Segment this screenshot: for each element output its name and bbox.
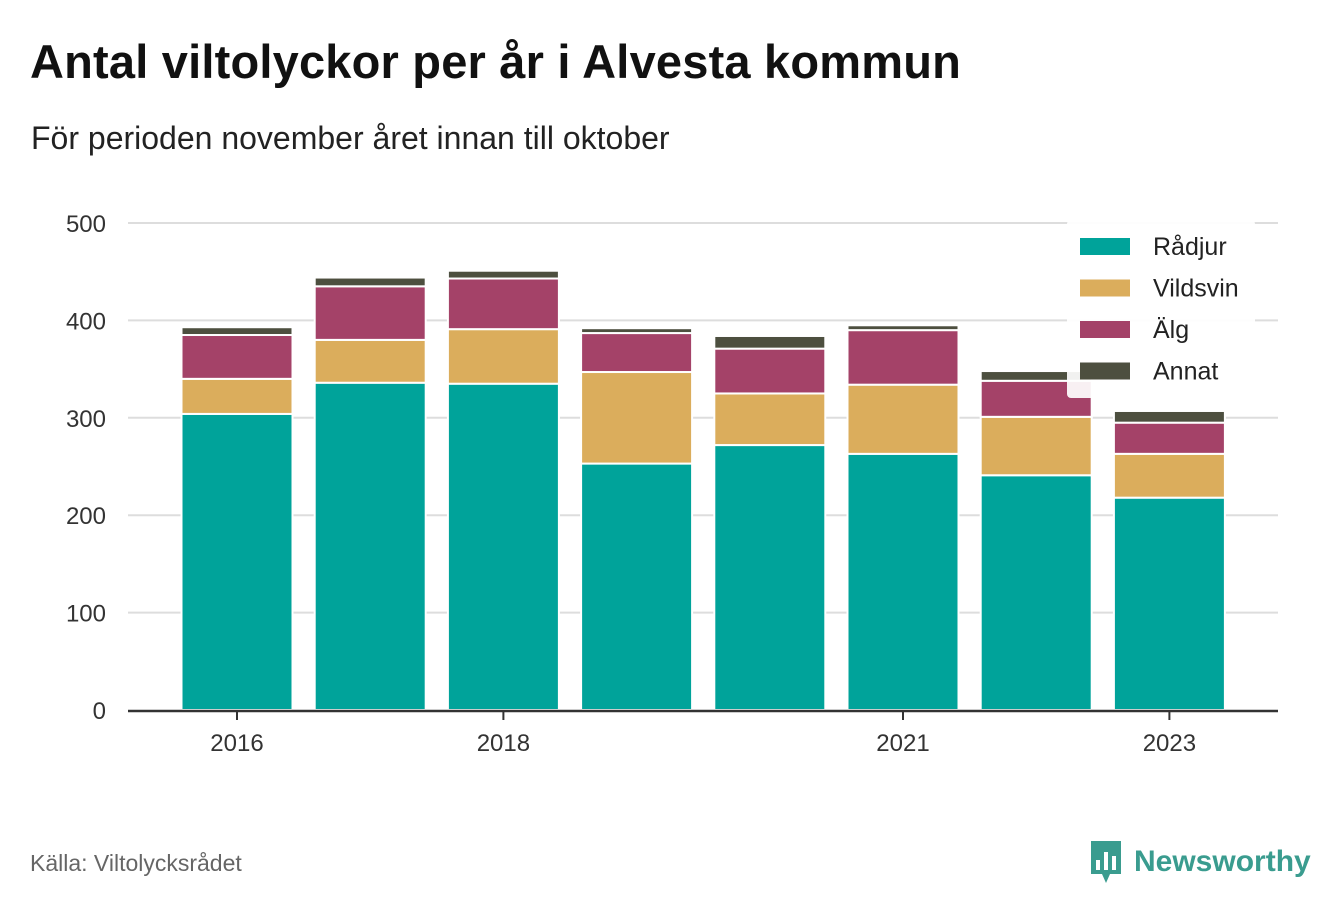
bar-segment-rådjur-2020[interactable] (713, 444, 827, 711)
bar-segment-annat-2020[interactable] (713, 334, 827, 350)
y-tick-label: 300 (66, 406, 106, 433)
bar-segment-älg-2021[interactable] (846, 329, 960, 386)
legend-label-älg[interactable]: Älg (1153, 316, 1189, 344)
y-tick-label: 400 (66, 308, 106, 335)
x-tick-label: 2023 (1143, 730, 1196, 757)
chart-subtitle: För perioden november året innan till ok… (31, 120, 670, 156)
bar-segment-älg-2017[interactable] (313, 285, 427, 341)
bar-segment-annat-2023[interactable] (1112, 409, 1226, 424)
legend-label-vildsvin[interactable]: Vildsvin (1153, 275, 1239, 303)
bar-segment-annat-2016[interactable] (180, 326, 294, 337)
x-tick-label: 2016 (210, 730, 263, 757)
x-tick-label: 2021 (876, 730, 929, 757)
bar-segment-rådjur-2017[interactable] (313, 381, 427, 711)
x-tick-label: 2018 (477, 730, 530, 757)
legend: Rådjur Vildsvin Älg Annat (1067, 220, 1255, 398)
bar-segment-vildsvin-2020[interactable] (713, 392, 827, 447)
bar-segment-rådjur-2018[interactable] (446, 382, 560, 711)
bar-segment-vildsvin-2022[interactable] (979, 415, 1093, 477)
bar-segment-vildsvin-2019[interactable] (580, 371, 694, 465)
bar-segment-rådjur-2023[interactable] (1112, 496, 1226, 711)
bar-segment-vildsvin-2021[interactable] (846, 383, 960, 455)
legend-label-annat[interactable]: Annat (1153, 358, 1218, 386)
bar-segment-rådjur-2019[interactable] (580, 462, 694, 711)
chart-title: Antal viltolyckor per år i Alvesta kommu… (30, 35, 962, 88)
bar-segment-älg-2019[interactable] (580, 332, 694, 374)
bar-segment-vildsvin-2023[interactable] (1112, 452, 1226, 499)
y-tick-label: 200 (66, 503, 106, 530)
bar-segment-älg-2022[interactable] (979, 379, 1093, 418)
bar-segment-älg-2016[interactable] (180, 334, 294, 380)
legend-box (1067, 220, 1255, 398)
y-tick-label: 100 (66, 601, 106, 628)
bar-segment-vildsvin-2018[interactable] (446, 328, 560, 385)
bar-group-2017 (313, 276, 427, 711)
bar-segment-annat-2017[interactable] (313, 276, 427, 288)
brand-name: Newsworthy (1134, 845, 1311, 878)
bar-segment-älg-2018[interactable] (446, 277, 560, 331)
bar-segment-rådjur-2022[interactable] (979, 474, 1093, 711)
bar-segment-vildsvin-2016[interactable] (180, 377, 294, 415)
bar-group-2022 (979, 370, 1093, 711)
bar-group-2023 (1112, 409, 1226, 711)
bar-segment-rådjur-2021[interactable] (846, 452, 960, 711)
bar-segment-annat-2018[interactable] (446, 269, 560, 280)
legend-label-rådjur[interactable]: Rådjur (1153, 233, 1227, 261)
legend-swatch-älg (1080, 321, 1130, 338)
bars (180, 269, 1226, 711)
source-note: Källa: Viltolycksrådet (30, 850, 242, 876)
bar-segment-annat-2019[interactable] (580, 327, 694, 335)
bar-segment-älg-2020[interactable] (713, 347, 827, 395)
bar-segment-älg-2023[interactable] (1112, 421, 1226, 455)
bar-group-2018 (446, 269, 560, 711)
bar-group-2019 (580, 327, 694, 711)
bar-segment-annat-2021[interactable] (846, 324, 960, 332)
bar-segment-rådjur-2016[interactable] (180, 412, 294, 711)
axes: 0 100 200 300 400 500 2016 2018 2021 2023 (66, 211, 1278, 757)
bar-chart-speech-bubble-icon (1091, 841, 1121, 883)
legend-swatch-rådjur (1080, 238, 1130, 255)
y-tick-label: 0 (93, 698, 106, 725)
y-tick-label: 500 (66, 211, 106, 238)
brand-logo[interactable]: Newsworthy (1088, 838, 1311, 886)
bar-group-2020 (713, 334, 827, 711)
bar-group-2016 (180, 326, 294, 711)
legend-swatch-vildsvin (1080, 279, 1130, 297)
bar-group-2021 (846, 324, 960, 711)
bar-segment-vildsvin-2017[interactable] (313, 338, 427, 384)
legend-swatch-annat (1080, 362, 1130, 380)
